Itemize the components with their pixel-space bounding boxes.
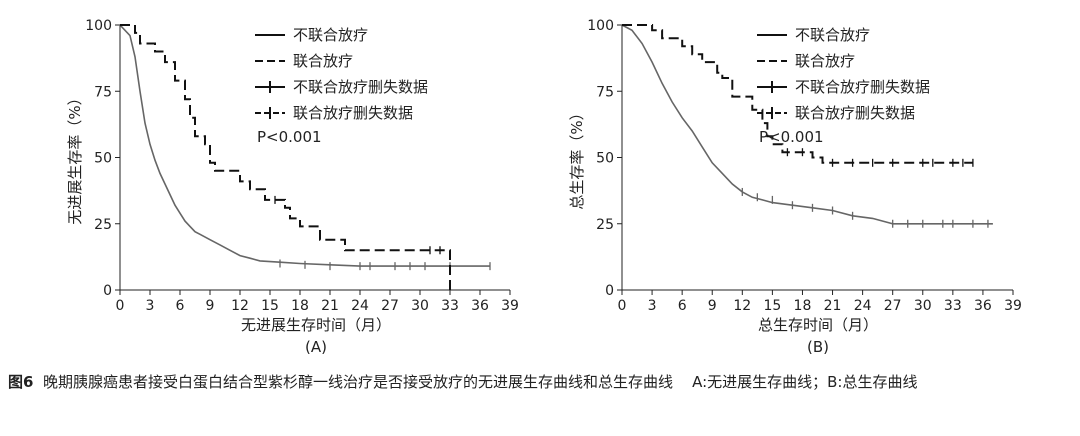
x-tick-label: 24	[854, 298, 872, 314]
panel-label: (B)	[807, 338, 829, 356]
x-tick-label: 36	[974, 298, 992, 314]
y-axis-label: 总生存率（%）	[568, 105, 586, 209]
panel-label: (A)	[305, 338, 327, 356]
y-tick-label: 75	[94, 84, 112, 100]
x-tick-label: 39	[1004, 298, 1022, 314]
x-tick-label: 24	[351, 298, 369, 314]
legend-label: 联合放疗删失数据	[795, 104, 915, 122]
y-axis-label: 无进展生存率（%）	[66, 90, 84, 224]
y-tick-label: 100	[85, 18, 112, 34]
x-tick-label: 21	[321, 298, 339, 314]
x-tick-label: 12	[231, 298, 249, 314]
x-tick-label: 0	[618, 298, 627, 314]
legend-label: 联合放疗	[795, 52, 855, 70]
series-line-radiotherapy	[120, 24, 451, 290]
legend-label: 不联合放疗删失数据	[293, 78, 428, 96]
x-tick-label: 21	[824, 298, 842, 314]
series-line-no-radiotherapy	[621, 24, 993, 225]
x-tick-label: 3	[146, 298, 155, 314]
legend-label: 不联合放疗	[795, 26, 870, 44]
x-tick-label: 9	[206, 298, 215, 314]
x-tick-label: 27	[381, 298, 399, 314]
y-tick-label: 50	[94, 151, 112, 167]
y-tick-label: 100	[587, 18, 614, 34]
x-tick-label: 6	[678, 298, 687, 314]
series-line-radiotherapy	[622, 24, 973, 164]
x-tick-label: 6	[176, 298, 185, 314]
y-tick-label: 50	[596, 151, 614, 167]
y-tick-label: 0	[605, 283, 614, 299]
x-tick-label: 15	[261, 298, 279, 314]
series-line-no-radiotherapy	[119, 24, 490, 267]
x-tick-label: 36	[471, 298, 489, 314]
y-tick-label: 25	[94, 217, 112, 233]
y-tick-label: 0	[103, 283, 112, 299]
x-tick-label: 33	[441, 298, 459, 314]
legend-label: 联合放疗删失数据	[293, 104, 413, 122]
figure-caption-text: 晚期胰腺癌患者接受白蛋白结合型紫杉醇一线治疗是否接受放疗的无进展生存曲线和总生存…	[42, 373, 673, 391]
x-tick-label: 39	[501, 298, 519, 314]
y-tick-label: 25	[596, 217, 614, 233]
x-tick-label: 27	[884, 298, 902, 314]
legend-label: 不联合放疗删失数据	[795, 78, 930, 96]
x-tick-label: 3	[648, 298, 657, 314]
x-tick-label: 18	[291, 298, 309, 314]
figure-caption-suffix: A:无进展生存曲线；B:总生存曲线	[692, 373, 918, 391]
chart-panel-a: 0 3 6 9 12 15 18 21 24 27 30 33 36 390255075100无进展生存时…	[66, 18, 519, 356]
x-tick-label: 30	[914, 298, 932, 314]
x-tick-label: 15	[763, 298, 781, 314]
p-value-annotation: P<0.001	[759, 128, 824, 146]
chart-panel-b: 0 3 6 9 12 15 18 21 24 27 30 33 36 390255075100总生存时间（…	[568, 18, 1022, 356]
x-axis-label: 总生存时间（月）	[758, 316, 878, 334]
figure-number: 图6	[8, 373, 34, 391]
x-axis-label: 无进展生存时间（月）	[241, 316, 391, 334]
p-value-annotation: P<0.001	[257, 128, 322, 146]
figure-caption: 图6 晚期胰腺癌患者接受白蛋白结合型紫杉醇一线治疗是否接受放疗的无进展生存曲线和…	[8, 368, 1074, 396]
x-tick-label: 0	[116, 298, 125, 314]
x-tick-label: 18	[794, 298, 812, 314]
x-tick-label: 12	[733, 298, 751, 314]
legend-label: 联合放疗	[293, 52, 353, 70]
x-tick-label: 30	[411, 298, 429, 314]
x-tick-label: 33	[944, 298, 962, 314]
legend-label: 不联合放疗	[293, 26, 368, 44]
figure-svg: 0 3 6 9 12 15 18 21 24 27 30 33 36 390255075100无进展生存时…	[66, 18, 1022, 356]
y-tick-label: 75	[596, 84, 614, 100]
x-tick-label: 9	[708, 298, 717, 314]
